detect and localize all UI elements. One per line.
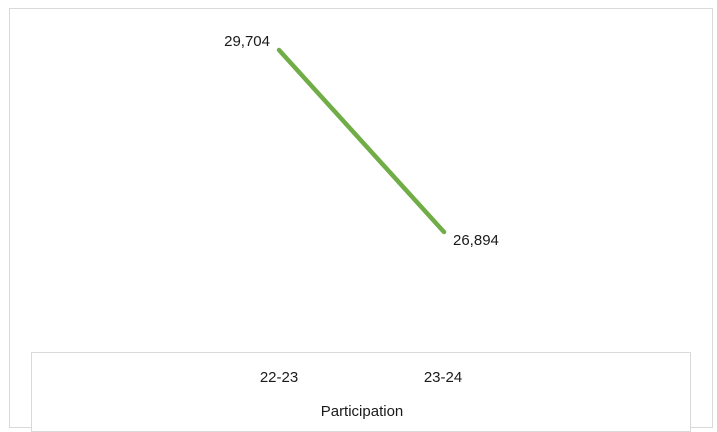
x-axis-title: Participation (321, 403, 404, 420)
data-label-23-24: 26,894 (453, 232, 499, 249)
x-tick-23-24: 23-24 (424, 369, 462, 386)
series-line (276, 47, 447, 235)
x-axis-panel (31, 352, 691, 432)
x-tick-22-23: 22-23 (260, 369, 298, 386)
data-label-22-23: 29,704 (224, 33, 270, 50)
